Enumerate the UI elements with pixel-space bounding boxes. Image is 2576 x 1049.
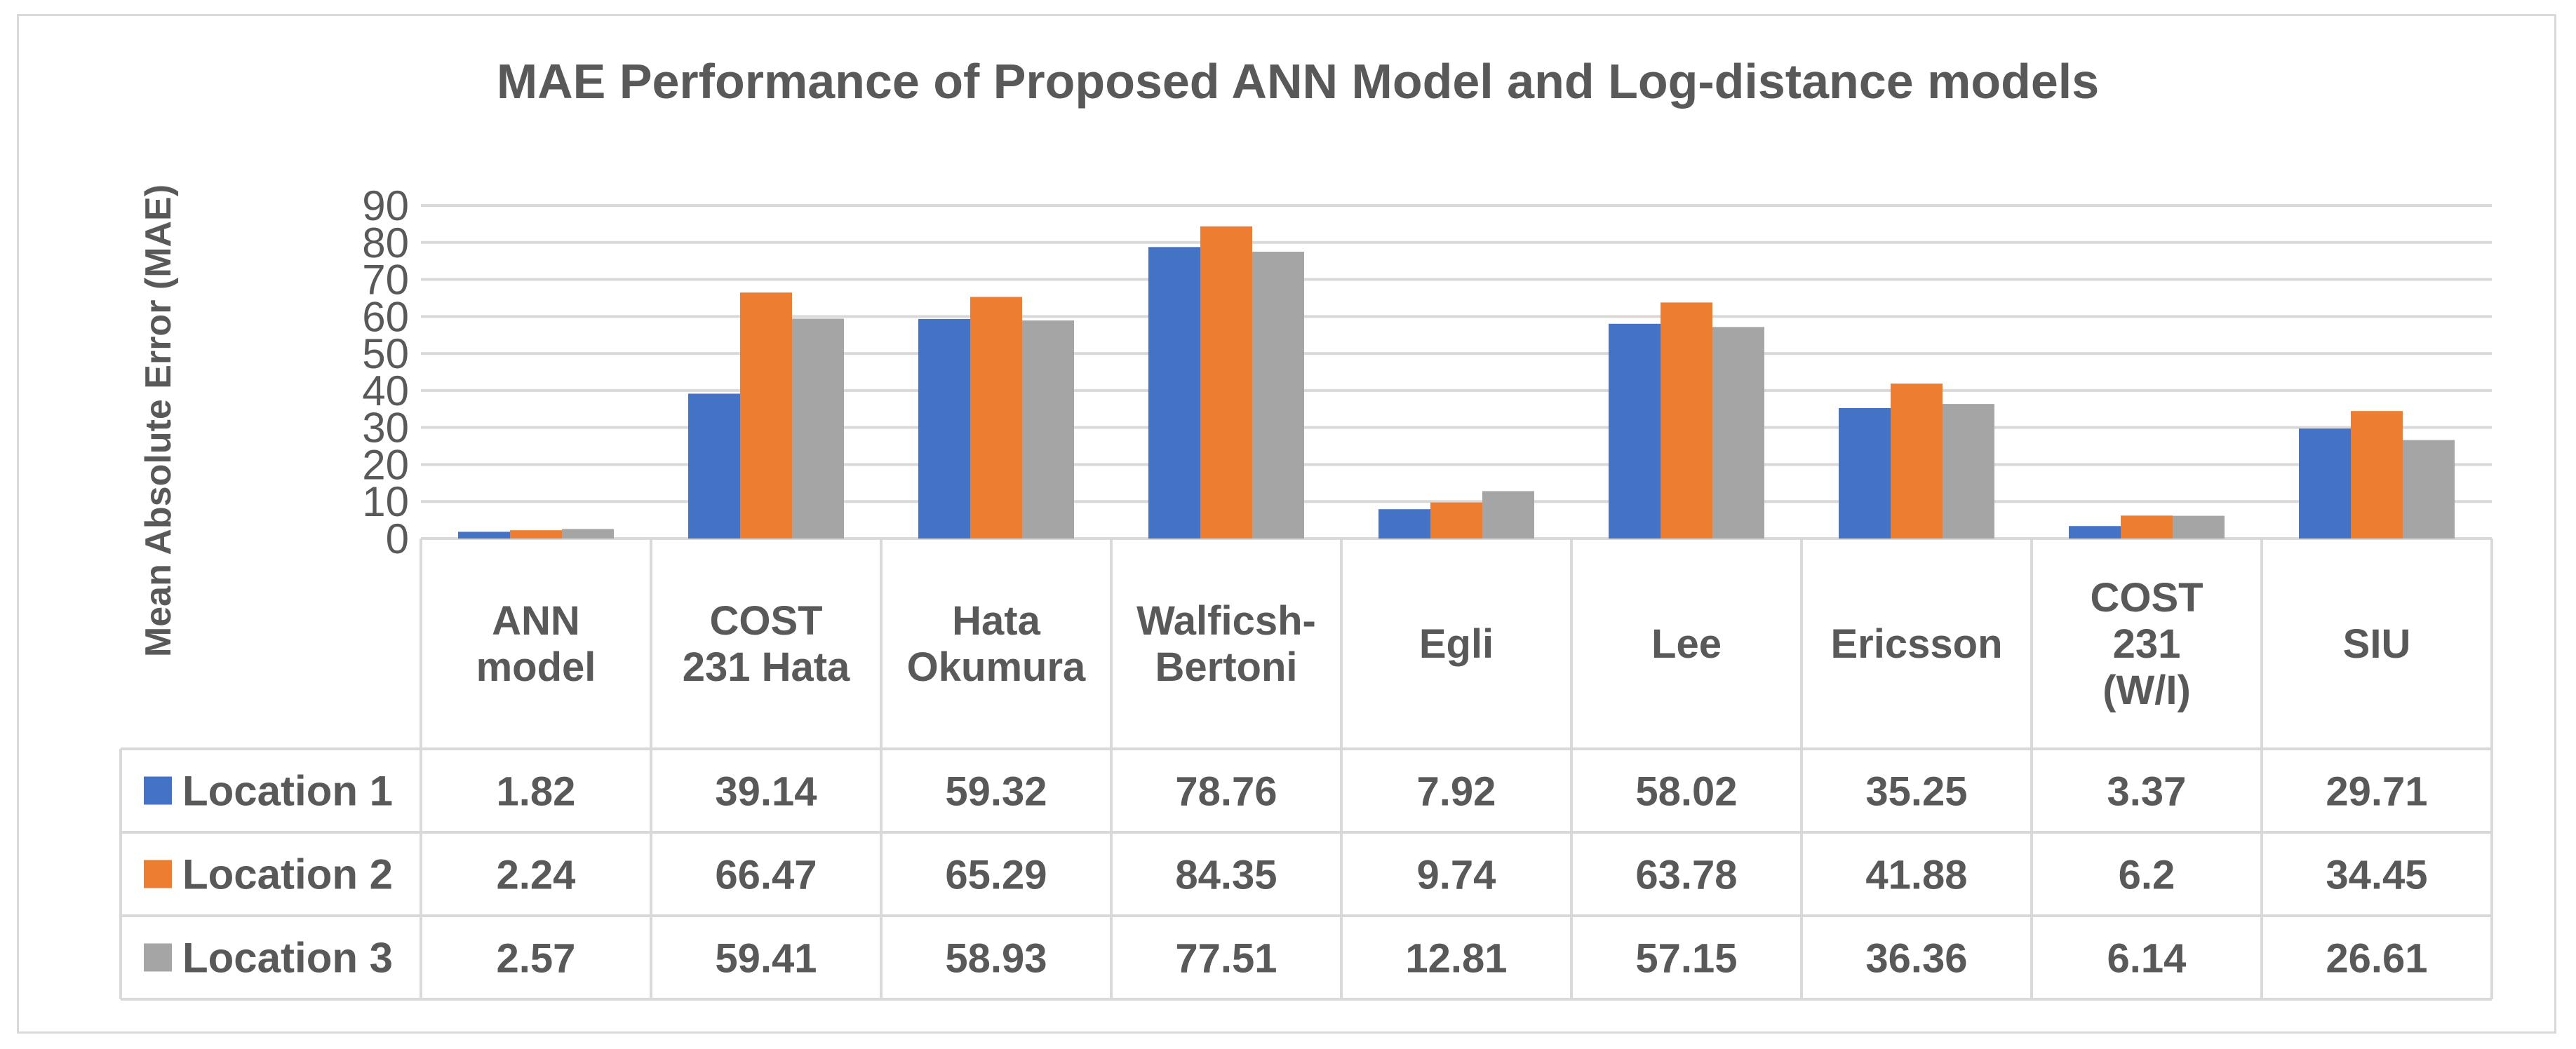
bar (2069, 526, 2121, 539)
category-label: (W/I) (2102, 668, 2191, 713)
data-label: 2.24 (497, 853, 576, 898)
bar (1712, 327, 1764, 539)
y-tick-label: 70 (362, 257, 409, 304)
bar (1200, 226, 1252, 539)
data-label: 35.25 (1865, 769, 1967, 815)
data-label: 57.15 (1635, 936, 1737, 982)
bar (688, 393, 740, 539)
category-label: SIU (2343, 621, 2411, 667)
category-label: COST (2090, 575, 2203, 621)
data-label: 36.36 (1865, 936, 1967, 982)
category-label: Walficsh- (1136, 598, 1316, 644)
data-label: 1.82 (497, 769, 576, 815)
category-label: Okumura (907, 644, 1086, 690)
y-tick-label: 60 (362, 293, 409, 340)
data-label: 78.76 (1175, 769, 1277, 815)
y-tick-label: 20 (362, 441, 409, 488)
legend-swatch (144, 776, 172, 805)
chart-frame (17, 14, 2556, 1034)
category-label: Ericsson (1831, 621, 2003, 667)
data-label: 7.92 (1417, 769, 1496, 815)
category-label: Egli (1419, 621, 1494, 667)
bar (1022, 320, 1074, 539)
y-axis-label: Mean Absolute Error (MAE) (138, 184, 179, 657)
bar (458, 532, 510, 539)
bar (792, 318, 844, 539)
data-label: 77.51 (1175, 936, 1277, 982)
category-label: 231 (2113, 621, 2181, 667)
data-label: 6.14 (2107, 936, 2187, 982)
bar (1252, 251, 1304, 539)
legend-swatch (144, 943, 172, 972)
category-label: Bertoni (1155, 644, 1298, 690)
data-label: 12.81 (1405, 936, 1507, 982)
data-label: 58.02 (1635, 769, 1737, 815)
category-label: Hata (952, 598, 1040, 644)
bar (1609, 323, 1661, 539)
data-label: 66.47 (715, 853, 817, 898)
data-label: 63.78 (1635, 853, 1737, 898)
bar (740, 292, 792, 539)
y-tick-label: 90 (362, 182, 409, 229)
data-label: 65.29 (945, 853, 1047, 898)
bar (2173, 515, 2225, 539)
y-tick-label: 80 (362, 219, 409, 266)
data-label: 59.41 (715, 936, 817, 982)
data-label: 58.93 (945, 936, 1047, 982)
y-tick-label: 30 (362, 405, 409, 452)
y-tick-label: 40 (362, 367, 409, 414)
data-label: 34.45 (2326, 853, 2427, 898)
bar (1148, 247, 1200, 539)
y-tick-label: 0 (386, 515, 409, 562)
bar (2121, 515, 2173, 539)
bar (1482, 491, 1534, 539)
bars (458, 226, 2455, 539)
category-label: 231 Hata (683, 644, 850, 690)
data-label: 29.71 (2326, 769, 2427, 815)
data-label: 9.74 (1417, 853, 1496, 898)
data-label: 59.32 (945, 769, 1047, 815)
data-label: 6.2 (2119, 853, 2175, 898)
category-label: COST (709, 598, 822, 644)
category-label: ANN (492, 598, 580, 644)
legend-label: Location 1 (182, 768, 393, 815)
bar (562, 529, 614, 539)
bar (1891, 383, 1943, 539)
legend-label: Location 3 (182, 935, 393, 982)
data-label: 84.35 (1175, 853, 1277, 898)
bar (510, 530, 562, 539)
y-tick-label: 50 (362, 330, 409, 377)
chart-title: MAE Performance of Proposed ANN Model an… (497, 54, 2099, 109)
bar (918, 318, 970, 539)
bar (1839, 407, 1891, 539)
bar (970, 297, 1022, 539)
legend-swatch (144, 860, 172, 888)
bar (1430, 502, 1482, 539)
data-label: 39.14 (715, 769, 817, 815)
bar (2299, 428, 2351, 539)
bar (1943, 404, 1994, 539)
data-label: 41.88 (1865, 853, 1967, 898)
data-label: 26.61 (2326, 936, 2427, 982)
category-label: Lee (1651, 621, 1722, 667)
bar (1378, 509, 1430, 539)
bar (1661, 302, 1712, 539)
category-label: model (476, 644, 596, 690)
data-label: 3.37 (2107, 769, 2187, 815)
bar (2403, 440, 2455, 539)
legend-label: Location 2 (182, 851, 393, 898)
bar (2351, 411, 2403, 539)
data-label: 2.57 (497, 936, 576, 982)
y-tick-label: 10 (362, 478, 409, 525)
